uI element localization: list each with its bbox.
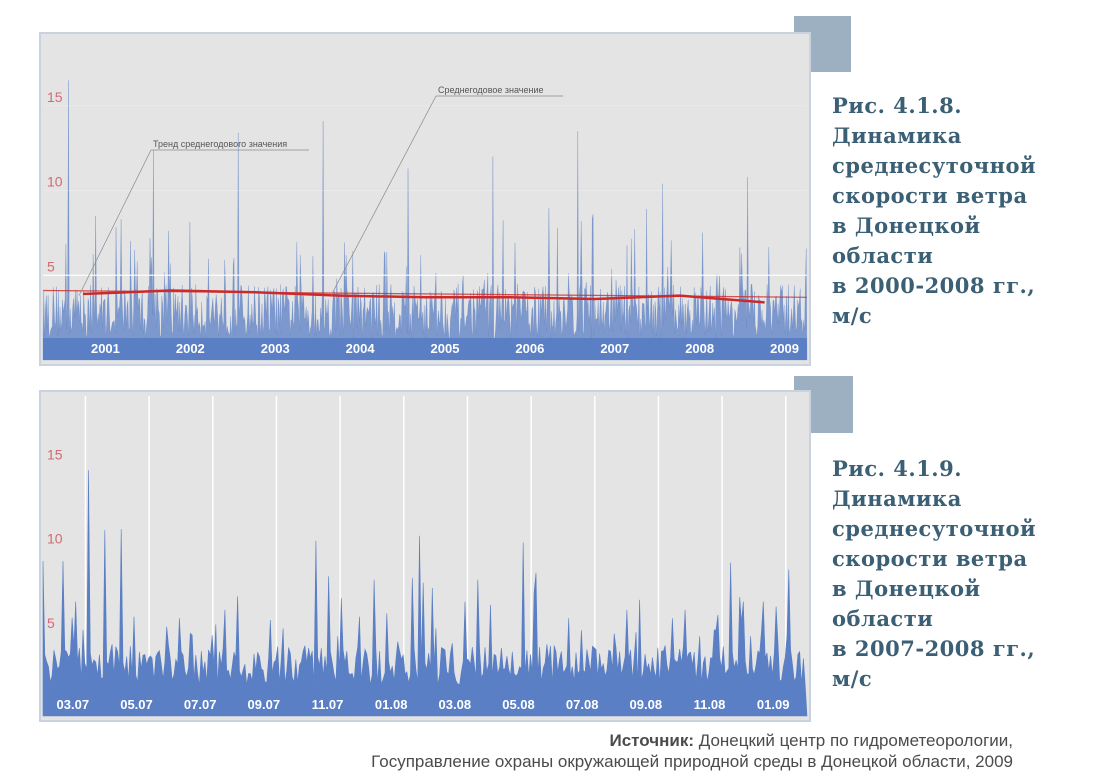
caption-line: м/с bbox=[832, 666, 873, 691]
source-label: Источник: bbox=[609, 731, 695, 750]
wind-speed-base bbox=[43, 337, 807, 360]
bar-series bbox=[42, 470, 808, 717]
chart-svg: 5 10 15 03.07 05.07 07.07 09.07 11.07 01.08 03.08… bbox=[41, 392, 809, 720]
caption-line: Рис. 4.1.8. bbox=[832, 93, 963, 118]
caption-line: Рис. 4.1.9. bbox=[832, 456, 963, 481]
x-tick-label: 2005 bbox=[431, 341, 460, 356]
x-tick-label: 05.07 bbox=[120, 697, 153, 712]
caption-line: скорости ветра bbox=[832, 546, 1028, 571]
caption-line: в 2007-2008 гг., bbox=[832, 636, 1036, 661]
x-tick-label: 09.08 bbox=[630, 697, 663, 712]
y-tick-label: 15 bbox=[47, 89, 63, 105]
x-tick-label: 11.08 bbox=[694, 697, 726, 712]
x-tick-label: 01.09 bbox=[757, 697, 790, 712]
caption-line: м/с bbox=[832, 303, 873, 328]
annotation-mean: Среднегодовое значение bbox=[438, 85, 543, 95]
chart-svg: 5 10 15 Тренд среднегодового значения Средне… bbox=[41, 34, 809, 364]
x-tick-label: 01.08 bbox=[375, 697, 408, 712]
annotation-trend: Тренд среднегодового значения bbox=[153, 139, 287, 149]
caption-line: среднесуточной bbox=[832, 153, 1037, 178]
x-tick-label: 11.07 bbox=[312, 697, 344, 712]
y-tick-label: 5 bbox=[47, 258, 55, 274]
caption-line: области bbox=[832, 606, 934, 631]
x-tick-label: 03.07 bbox=[57, 697, 90, 712]
trend-line bbox=[42, 289, 808, 298]
caption-line: в Донецкой bbox=[832, 576, 981, 601]
x-tick-label: 09.07 bbox=[248, 697, 281, 712]
x-tick-label: 2004 bbox=[346, 341, 376, 356]
caption-line: Динамика bbox=[832, 123, 962, 148]
y-tick-label: 10 bbox=[47, 531, 63, 547]
source-line-2: Госуправление охраны окружающей природно… bbox=[371, 752, 1013, 771]
annotation-leader bbox=[78, 149, 152, 296]
caption-line: среднесуточной bbox=[832, 516, 1037, 541]
wind-speed-chart-2007-2008: 5 10 15 03.07 05.07 07.07 09.07 11.07 01.08 03.08… bbox=[39, 390, 811, 722]
x-tick-label: 05.08 bbox=[502, 697, 535, 712]
wind-speed-chart-2000-2008: 5 10 15 Тренд среднегодового значения Средне… bbox=[39, 32, 811, 366]
caption-line: Динамика bbox=[832, 486, 962, 511]
x-tick-label: 2003 bbox=[261, 341, 290, 356]
bar-series bbox=[42, 80, 808, 361]
caption-line: в Донецкой bbox=[832, 213, 981, 238]
x-tick-label: 2008 bbox=[685, 341, 714, 356]
annual-mean-line bbox=[83, 289, 765, 304]
x-tick-label: 07.07 bbox=[184, 697, 217, 712]
x-tick-label: 2009 bbox=[770, 341, 799, 356]
caption-line: скорости ветра bbox=[832, 183, 1028, 208]
x-tick-label: 2006 bbox=[515, 341, 544, 356]
caption-line: в 2000-2008 гг., bbox=[832, 273, 1036, 298]
caption-line: области bbox=[832, 243, 934, 268]
figure-caption-4-1-8: Рис. 4.1.8. Динамика среднесуточной скор… bbox=[832, 91, 1036, 331]
y-tick-label: 5 bbox=[47, 615, 55, 631]
y-tick-label: 10 bbox=[47, 174, 63, 190]
x-tick-label: 2001 bbox=[91, 341, 120, 356]
y-tick-label: 15 bbox=[47, 446, 63, 462]
source-note: Источник: Донецкий центр по гидрометеоро… bbox=[371, 730, 1013, 772]
x-tick-label: 2002 bbox=[176, 341, 205, 356]
source-line-1: Донецкий центр по гидрометеорологии, bbox=[698, 731, 1013, 750]
figure-caption-4-1-9: Рис. 4.1.9. Динамика среднесуточной скор… bbox=[832, 454, 1036, 694]
x-tick-label: 07.08 bbox=[566, 697, 599, 712]
wind-speed-area bbox=[42, 470, 808, 717]
x-tick-label: 03.08 bbox=[439, 697, 472, 712]
x-tick-label: 2007 bbox=[600, 341, 629, 356]
wind-speed-area bbox=[42, 80, 808, 361]
annotation-leader bbox=[330, 95, 437, 296]
